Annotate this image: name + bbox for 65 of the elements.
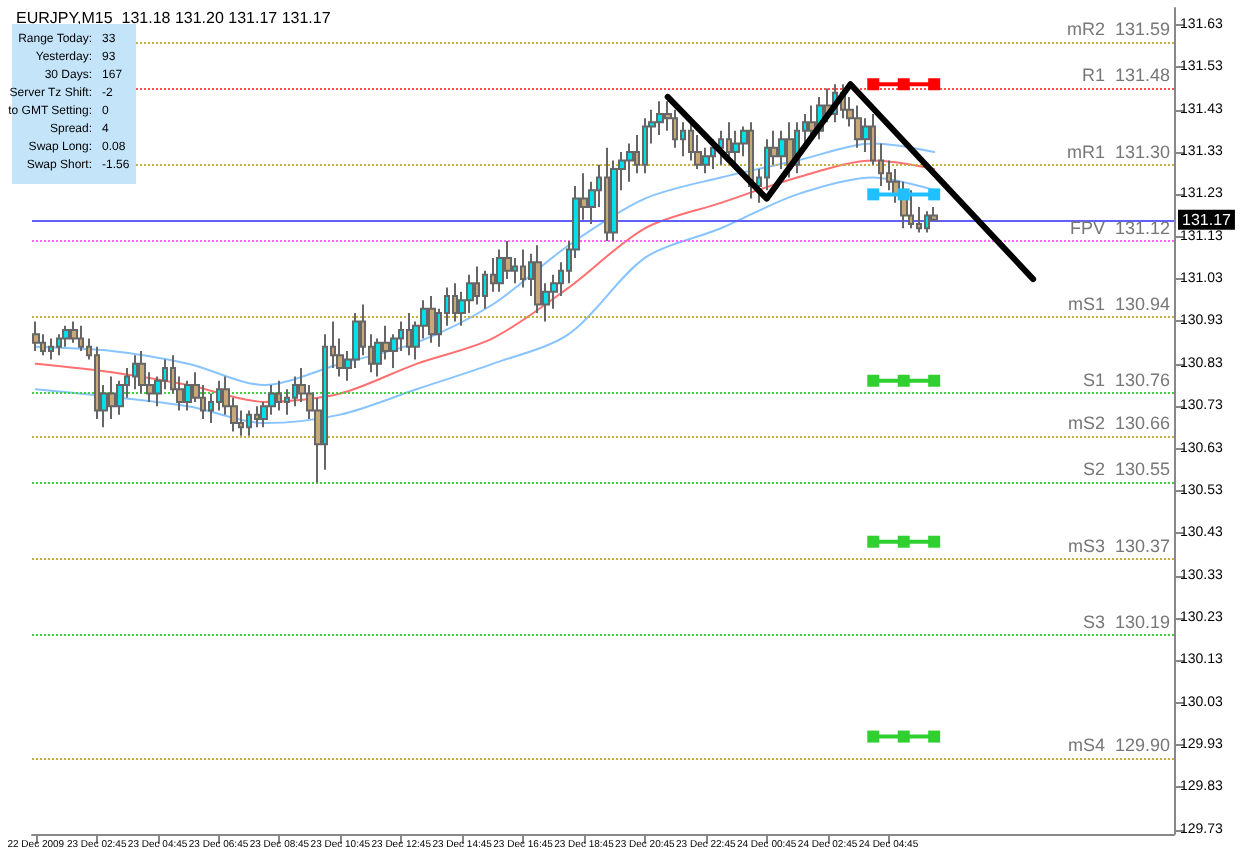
candlestick [656, 100, 664, 137]
line-series [664, 81, 1037, 283]
ref-line-label: mR2 131.59 [1066, 18, 1170, 39]
candlestick [292, 375, 298, 408]
candlestick [908, 189, 914, 230]
point [928, 78, 941, 91]
point [867, 374, 880, 387]
candlestick [428, 295, 436, 344]
candlestick [56, 333, 62, 357]
candlestick [726, 121, 732, 158]
ref-line-label: R1 131.48 [1081, 65, 1170, 86]
point [928, 374, 941, 387]
candlestick [520, 248, 526, 289]
candlestick [854, 104, 862, 149]
candlestick [534, 244, 542, 314]
candlestick [452, 282, 458, 323]
candlestick [246, 409, 252, 437]
ref-line-label: mS1 130.94 [1067, 294, 1170, 315]
candlestick [70, 320, 78, 344]
point [897, 730, 910, 743]
point [867, 535, 880, 548]
ref-line-label: 131.17 [1182, 210, 1233, 229]
candlestick [62, 324, 70, 348]
candlestick [778, 129, 786, 170]
candlestick [94, 345, 100, 420]
point [897, 374, 910, 387]
ref-line-label: mS2 130.66 [1067, 412, 1170, 433]
candlestick [626, 142, 634, 183]
candlestick [786, 121, 794, 179]
candlestick [642, 117, 648, 175]
candlestick [496, 248, 504, 293]
candlestick [254, 405, 260, 429]
ref-line-label: mS4 129.90 [1067, 734, 1170, 755]
point [897, 78, 910, 91]
chart-title: EURJPY,M15 131.18 131.20 131.17 131.17 [16, 9, 332, 27]
candlestick [132, 354, 138, 391]
candlestick [710, 138, 716, 170]
candlestick [732, 129, 740, 166]
ref-line-label: mR1 131.30 [1066, 141, 1170, 162]
candlestick [184, 379, 192, 412]
candlestick [406, 311, 412, 357]
ref-line-label: FPV 131.12 [1069, 217, 1170, 238]
point [897, 535, 910, 548]
candlestick [604, 146, 610, 242]
ref-line-label: mS3 130.37 [1067, 535, 1170, 556]
candlestick [32, 320, 40, 353]
candlestick [276, 379, 282, 412]
candlestick [474, 265, 480, 306]
candlestick [672, 108, 678, 149]
ref-line-label: S2 130.55 [1082, 459, 1170, 480]
point [897, 188, 910, 201]
point [867, 78, 880, 91]
point [928, 535, 941, 548]
candlestick [924, 210, 930, 234]
candlestick [108, 375, 116, 420]
candlestick [138, 350, 146, 395]
point [867, 188, 880, 201]
point [867, 730, 880, 743]
point [928, 188, 941, 201]
ref-line-label: S3 130.19 [1082, 611, 1170, 632]
point [928, 730, 941, 743]
candlestick [718, 129, 724, 166]
candlestick [78, 324, 84, 353]
candlestick [48, 337, 54, 361]
ref-line-label: S1 130.76 [1082, 370, 1170, 391]
